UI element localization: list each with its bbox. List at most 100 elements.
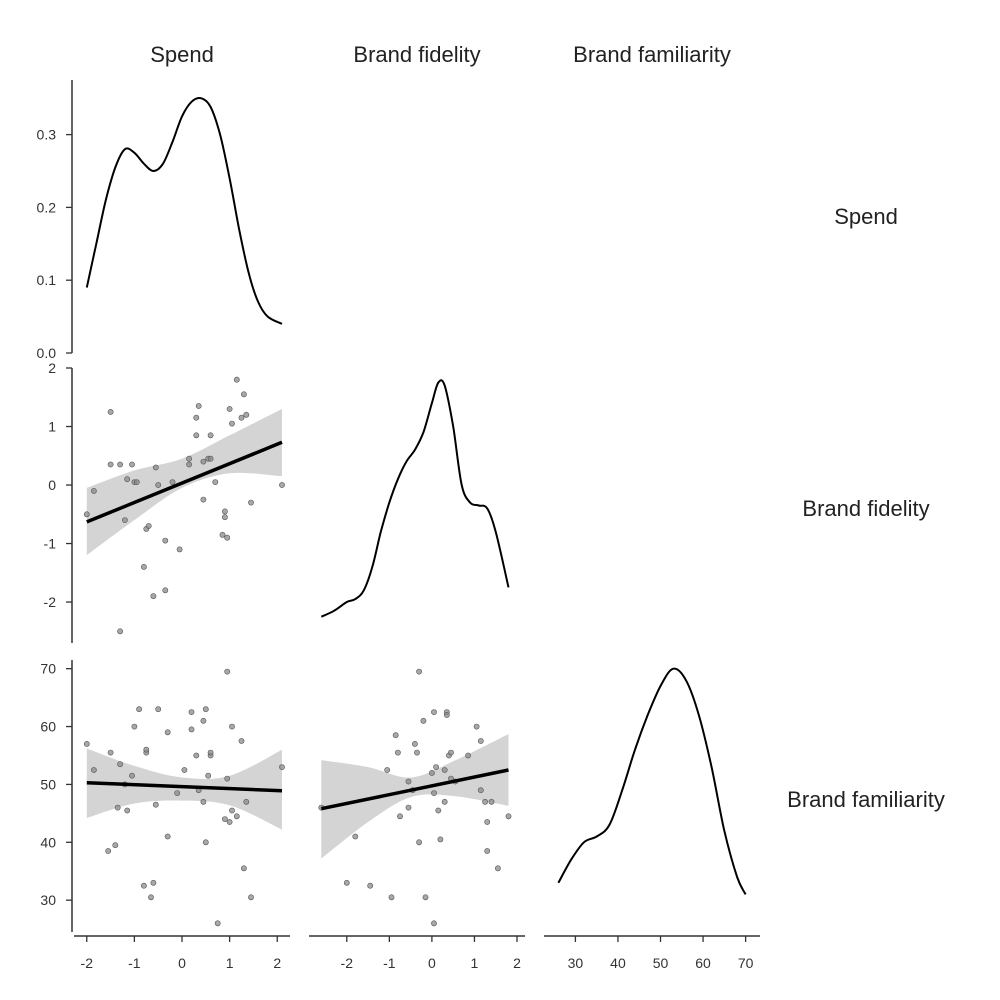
scatter-point-brand-fidelity-vs-spend [207,455,214,462]
scatter-point-brand-familiarity-vs-spend [143,746,150,753]
y-tick-label: 1 [48,419,56,435]
scatter-point-brand-familiarity-vs-brand-fidelity [488,798,495,805]
scatter-point-brand-fidelity-vs-spend [133,479,140,485]
y-tick-label: 0 [48,477,56,493]
y-tick-label: 2 [48,360,56,376]
scatter-point-brand-fidelity-vs-spend [221,508,228,515]
x-tick-label: 2 [513,955,521,971]
confidence-band-brand-familiarity-vs-brand-fidelity [321,734,509,859]
scatter-point-brand-familiarity-vs-spend [207,749,214,756]
scatter-point-brand-familiarity-vs-brand-fidelity [416,668,422,675]
x-tick-label: -1 [383,955,396,971]
scatter-point-brand-familiarity-vs-brand-fidelity [477,787,484,794]
scatter-point-brand-fidelity-vs-spend [193,414,200,421]
scatter-point-brand-fidelity-vs-spend [186,455,192,462]
scatter-point-brand-familiarity-vs-brand-fidelity [441,767,448,773]
scatter-point-brand-fidelity-vs-spend [221,514,228,521]
y-tick-label: 0.3 [37,127,57,143]
scatter-point-brand-familiarity-vs-brand-fidelity [397,813,403,820]
scatter-point-brand-fidelity-vs-spend [162,537,169,544]
scatter-point-brand-familiarity-vs-brand-fidelity [473,723,480,730]
scatter-point-brand-fidelity-vs-spend [169,479,176,485]
scatter-point-brand-familiarity-vs-spend [107,749,114,756]
scatter-point-brand-fidelity-vs-spend [91,487,97,494]
scatter-point-brand-fidelity-vs-spend [219,531,226,538]
y-tick-label: 70 [40,661,56,677]
x-tick-label: 0 [428,955,436,971]
scatter-point-brand-fidelity-vs-spend [229,420,235,427]
scatter-point-brand-familiarity-vs-spend [105,848,112,854]
scatter-point-brand-familiarity-vs-spend [221,816,228,822]
scatter-point-brand-familiarity-vs-brand-fidelity [392,732,399,739]
scatter-point-brand-fidelity-vs-spend [122,517,128,523]
regression-line-brand-fidelity-vs-spend [86,440,283,524]
scatter-point-brand-familiarity-vs-spend [131,723,138,730]
y-tick-label: -2 [44,594,57,610]
scatter-point-brand-familiarity-vs-spend [226,819,233,825]
scatter-point-brand-fidelity-vs-spend [248,499,254,506]
scatter-point-brand-familiarity-vs-spend [214,920,221,927]
scatter-point-brand-familiarity-vs-brand-fidelity [405,778,412,785]
scatter-point-brand-familiarity-vs-brand-fidelity [433,764,439,770]
scatter-point-brand-familiarity-vs-spend [181,767,188,773]
scatter-point-brand-fidelity-vs-spend [162,587,169,594]
row-label-brand-familiarity: Brand familiarity [787,787,945,812]
scatter-point-brand-familiarity-vs-spend [279,764,285,770]
scatter-point-brand-familiarity-vs-brand-fidelity [367,882,374,889]
scatter-point-brand-familiarity-vs-spend [229,723,235,730]
scatter-point-brand-fidelity-vs-spend [226,406,233,412]
y-tick-label: 0.0 [37,345,57,361]
scatter-point-brand-fidelity-vs-spend [145,523,152,529]
scatter-point-brand-fidelity-vs-spend [117,461,123,468]
scatter-point-brand-familiarity-vs-brand-fidelity [494,865,501,872]
y-tick-label: 0.2 [37,199,57,215]
scatter-point-brand-familiarity-vs-spend [117,761,123,768]
y-tick-label: -1 [44,536,57,552]
scatter-point-brand-familiarity-vs-brand-fidelity [477,738,484,744]
scatter-point-brand-familiarity-vs-spend [233,813,240,820]
scatter-point-brand-fidelity-vs-spend [155,482,162,488]
scatter-point-brand-familiarity-vs-spend [224,668,231,675]
scatter-point-brand-familiarity-vs-brand-fidelity [443,712,450,718]
scatter-point-brand-familiarity-vs-spend [124,807,131,814]
x-tick-label: 30 [568,955,584,971]
y-tick-label: 0.1 [37,272,57,288]
scatter-point-brand-familiarity-vs-brand-fidelity [441,798,448,805]
scatter-point-brand-familiarity-vs-brand-fidelity [465,752,471,759]
scatter-point-brand-familiarity-vs-brand-fidelity [343,879,350,886]
scatter-point-brand-familiarity-vs-spend [129,772,135,779]
scatter-point-brand-familiarity-vs-spend [243,798,250,805]
scatter-point-brand-familiarity-vs-spend [150,879,157,886]
plot-layer: 0.0 0.1 0.2 0.3 -2 -1 0 1 2 30 40 50 60 70 -2 -1 0 1 2 -2 -1… [37,80,760,971]
scatter-point-brand-familiarity-vs-spend [248,894,254,901]
scatter-point-brand-familiarity-vs-spend [202,839,209,846]
row-label-brand-fidelity: Brand fidelity [802,496,929,521]
scatter-point-brand-fidelity-vs-spend [195,403,202,409]
scatter-point-brand-fidelity-vs-spend [238,414,245,421]
scatter-point-brand-fidelity-vs-spend [200,458,207,465]
scatter-point-brand-familiarity-vs-spend [188,709,195,715]
scatter-point-brand-familiarity-vs-brand-fidelity [428,770,435,776]
scatter-point-brand-familiarity-vs-brand-fidelity [484,848,491,854]
scatter-point-brand-familiarity-vs-spend [174,790,181,796]
scatter-point-brand-fidelity-vs-spend [186,461,192,468]
x-tick-label: 1 [226,955,234,971]
x-tick-label: 70 [738,955,754,971]
scatter-point-brand-fidelity-vs-spend [207,432,214,439]
scatter-point-brand-familiarity-vs-spend [240,865,247,872]
x-tick-label: 60 [695,955,711,971]
scatter-point-brand-fidelity-vs-spend [117,628,123,635]
column-label-spend: Spend [150,42,214,67]
scatter-point-brand-familiarity-vs-spend [112,842,119,849]
scatter-point-brand-fidelity-vs-spend [176,546,183,553]
scatter-point-brand-fidelity-vs-spend [140,564,147,570]
scatter-point-brand-familiarity-vs-brand-fidelity [420,717,427,724]
scatter-point-brand-familiarity-vs-brand-fidelity [435,807,442,814]
y-tick-label: 30 [40,892,56,908]
density-curve-spend [85,97,283,325]
scatter-point-brand-familiarity-vs-spend [152,801,159,808]
y-tick-label: 50 [40,776,56,792]
scatter-point-brand-familiarity-vs-brand-fidelity [352,833,359,840]
x-tick-label: -2 [341,955,354,971]
scatter-point-brand-familiarity-vs-spend [164,833,171,840]
